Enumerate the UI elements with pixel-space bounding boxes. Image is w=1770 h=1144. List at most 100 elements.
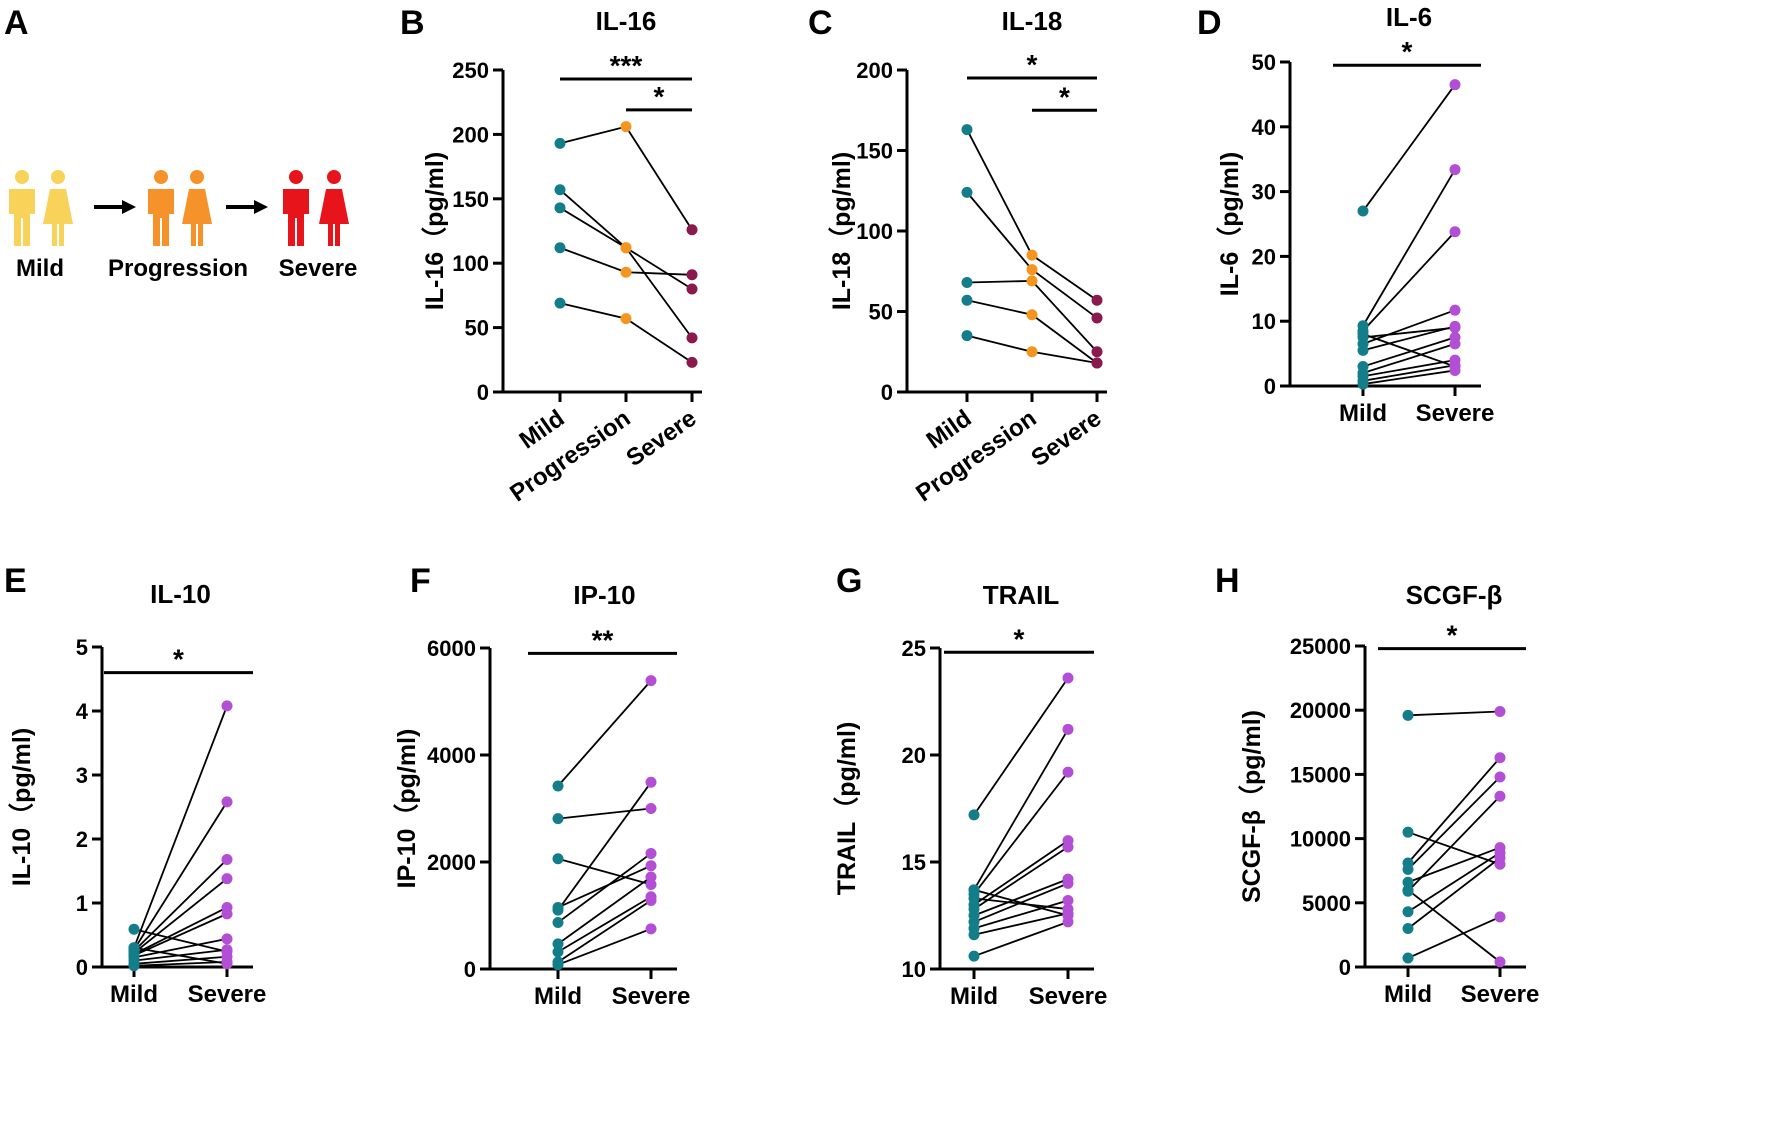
data-point bbox=[1091, 346, 1103, 358]
y-tick-label: 25000 bbox=[1290, 634, 1351, 659]
significance-label: * bbox=[1447, 620, 1458, 651]
man-body bbox=[9, 189, 35, 246]
man-head bbox=[154, 170, 168, 184]
data-point bbox=[645, 847, 657, 859]
series-line bbox=[133, 906, 228, 956]
data-point bbox=[221, 958, 233, 970]
series-line bbox=[973, 912, 1069, 936]
y-tick-label: 2000 bbox=[427, 850, 476, 875]
significance-label: ** bbox=[592, 624, 614, 655]
series-line bbox=[133, 801, 228, 951]
series-line bbox=[1407, 916, 1501, 959]
series-line bbox=[133, 946, 228, 965]
chart-title: SCGF-β bbox=[1406, 580, 1503, 610]
data-point bbox=[620, 121, 632, 133]
man-icon bbox=[148, 170, 174, 246]
data-point bbox=[221, 873, 233, 885]
data-point bbox=[552, 938, 564, 950]
y-tick-label: 0 bbox=[76, 955, 88, 980]
x-category-label: Mild bbox=[1339, 400, 1387, 427]
y-tick-label: 5000 bbox=[1302, 891, 1351, 916]
y-tick-label: 10000 bbox=[1290, 827, 1351, 852]
data-point bbox=[1494, 911, 1506, 923]
man-head bbox=[289, 170, 303, 184]
data-point bbox=[1494, 956, 1506, 968]
data-point bbox=[1402, 952, 1414, 964]
data-point bbox=[968, 884, 980, 896]
data-point bbox=[221, 908, 233, 920]
y-tick-label: 1 bbox=[76, 891, 88, 916]
y-tick-label: 20 bbox=[1252, 244, 1276, 269]
y-axis-label: IL-6（pg/ml) bbox=[1215, 152, 1244, 296]
woman-icon bbox=[182, 170, 212, 246]
x-category-label: Mild bbox=[950, 983, 998, 1010]
y-tick-label: 4 bbox=[76, 699, 89, 724]
data-point bbox=[686, 356, 698, 368]
stage-label-progression: Progression bbox=[108, 255, 248, 282]
series-line bbox=[1362, 326, 1456, 339]
y-tick-label: 4000 bbox=[427, 743, 476, 768]
data-point bbox=[552, 916, 564, 928]
series-line bbox=[1407, 710, 1501, 717]
series-line bbox=[557, 896, 652, 953]
y-axis-label: SCGF-β（pg/ml) bbox=[1237, 710, 1266, 903]
series-line bbox=[557, 781, 652, 911]
y-tick-label: 15 bbox=[902, 850, 926, 875]
y-axis-label: IL-18（pg/ml) bbox=[827, 152, 856, 310]
series-line bbox=[973, 899, 1069, 930]
series-line bbox=[557, 680, 652, 787]
series-line bbox=[1407, 889, 1501, 963]
series-line bbox=[1362, 343, 1456, 374]
data-point bbox=[1494, 705, 1506, 717]
y-tick-label: 0 bbox=[881, 380, 893, 405]
man-icon bbox=[283, 170, 309, 246]
y-tick-label: 150 bbox=[452, 187, 489, 212]
series-line bbox=[133, 858, 228, 952]
panel-f: F IP-10 0 2000 4000 6000 Mild Severe IP-10（pg/ml… bbox=[392, 562, 690, 1010]
y-tick-label: 200 bbox=[452, 122, 489, 147]
y-tick-label: 200 bbox=[856, 58, 893, 83]
y-tick-label: 20 bbox=[902, 743, 926, 768]
x-category-label: Mild bbox=[534, 983, 582, 1010]
data-point bbox=[128, 923, 140, 935]
data-point bbox=[1357, 344, 1369, 356]
woman-head bbox=[190, 170, 204, 184]
series-line bbox=[973, 728, 1069, 891]
series-line bbox=[557, 899, 652, 963]
x-category-label: Severe bbox=[1461, 981, 1540, 1008]
x-category-label: Mild bbox=[1384, 981, 1432, 1008]
y-axis-label: TRAIL（pg/ml) bbox=[832, 722, 861, 896]
chart-title: IL-18 bbox=[1002, 6, 1063, 36]
data-point bbox=[1494, 790, 1506, 802]
y-tick-label: 100 bbox=[856, 219, 893, 244]
x-category-label: Mild bbox=[110, 981, 158, 1008]
series-line bbox=[1362, 231, 1456, 332]
data-point bbox=[968, 929, 980, 941]
series-line bbox=[1362, 359, 1456, 378]
data-point bbox=[1062, 903, 1074, 915]
y-tick-label: 50 bbox=[465, 316, 489, 341]
people-icons bbox=[9, 170, 349, 246]
data-point bbox=[1062, 841, 1074, 853]
significance-label: *** bbox=[610, 50, 643, 81]
data-point bbox=[645, 675, 657, 687]
series-line bbox=[133, 877, 228, 954]
data-point bbox=[1026, 275, 1038, 287]
series-line bbox=[973, 677, 1069, 816]
y-tick-label: 10 bbox=[902, 957, 926, 982]
data-point bbox=[1449, 361, 1461, 373]
series-line bbox=[557, 864, 652, 909]
y-tick-label: 5 bbox=[76, 635, 88, 660]
data-point bbox=[1449, 338, 1461, 350]
data-point bbox=[645, 776, 657, 788]
data-point bbox=[1026, 249, 1038, 261]
series-line bbox=[133, 705, 228, 949]
series-line bbox=[973, 921, 1069, 958]
data-point bbox=[1402, 884, 1414, 896]
y-tick-label: 50 bbox=[1252, 50, 1276, 75]
woman-body bbox=[182, 189, 212, 246]
series-line bbox=[973, 878, 1069, 917]
woman-icon bbox=[319, 170, 349, 246]
y-tick-label: 40 bbox=[1252, 115, 1276, 140]
series-line bbox=[1407, 831, 1501, 866]
